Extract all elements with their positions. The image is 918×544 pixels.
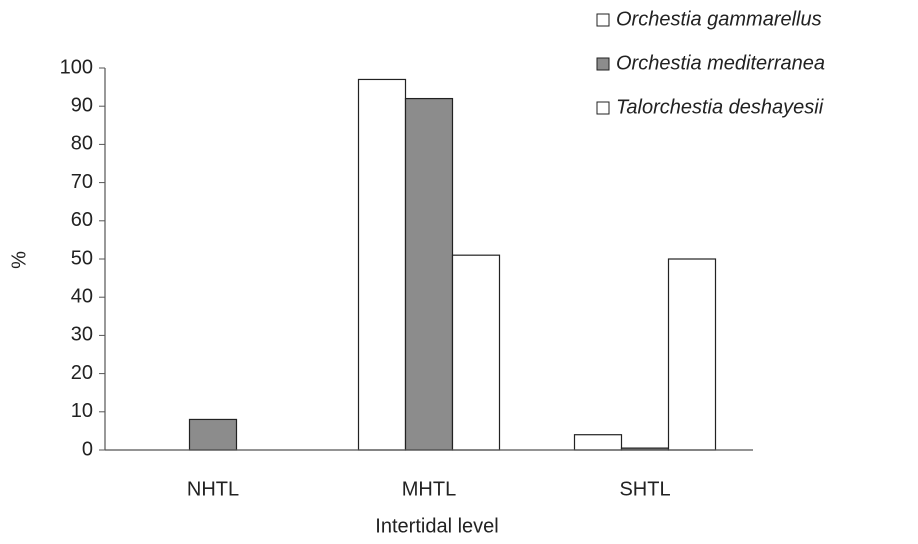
y-tick-label: 90 [71,94,93,116]
legend-text: Orchestia mediterranea [616,52,825,74]
y-tick-label: 0 [82,438,93,460]
x-tick-label: MHTL [402,478,456,500]
y-tick-label: 100 [60,56,93,78]
bar [573,434,623,451]
legend-marker [596,13,610,27]
legend-marker [596,101,610,115]
x-tick-label: SHTL [619,478,670,500]
y-tick-label: 80 [71,133,93,155]
bar [667,258,717,451]
x-tick-label: NHTL [187,478,239,500]
bar [451,254,501,451]
y-tick-label: 20 [71,362,93,384]
y-tick-label: 70 [71,171,93,193]
y-tick-label: 60 [71,209,93,231]
y-axis-label: % [8,251,30,269]
legend-text: Talorchestia deshayesii [616,96,824,118]
bar [188,418,238,451]
y-tick-label: 30 [71,324,93,346]
legend-text: Orchestia gammarellus [616,8,822,30]
legend-marker [596,57,610,71]
bar [357,78,407,451]
y-tick-label: 40 [71,285,93,307]
bar [404,97,454,451]
x-axis-label: Intertidal level [375,515,498,537]
y-tick-label: 50 [71,247,93,269]
y-tick-label: 10 [71,400,93,422]
